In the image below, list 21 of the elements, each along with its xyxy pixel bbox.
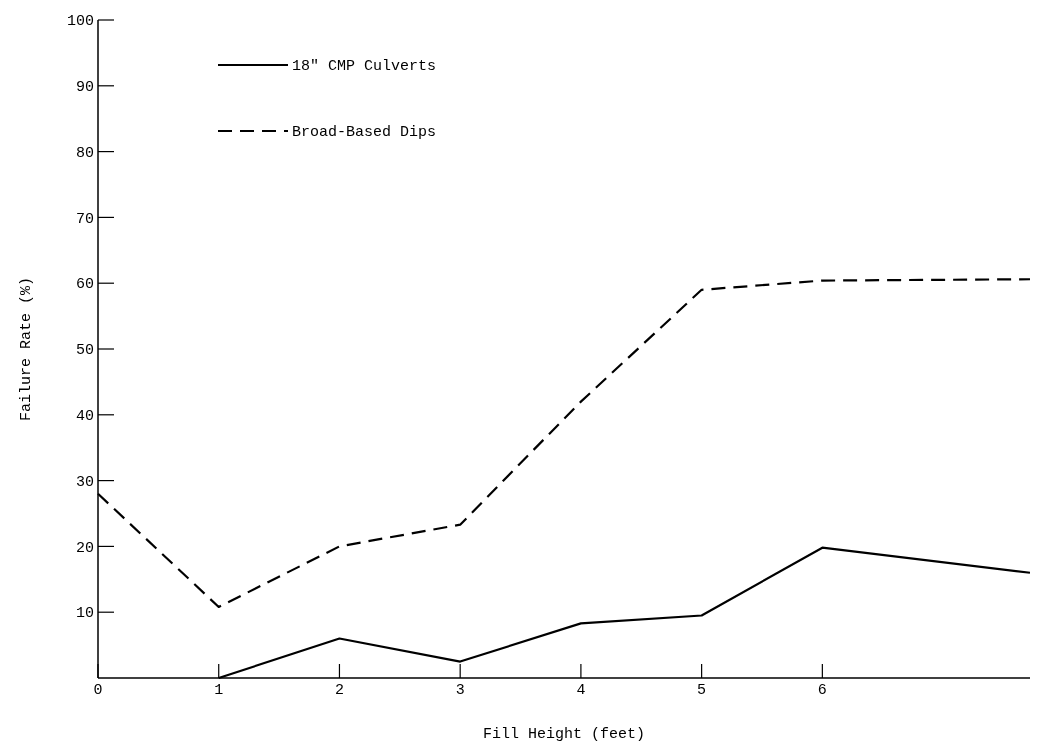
x-tick-label: 4 [576, 682, 586, 699]
x-tick-label: 1 [214, 682, 224, 699]
legend-label: 18" CMP Culverts [292, 58, 437, 76]
x-tick-label: 0 [93, 682, 103, 699]
y-tick-label: 100 [66, 13, 94, 31]
y-axis-title: Failure Rate (%) [18, 276, 35, 422]
y-tick-label: 20 [75, 539, 94, 557]
y-tick-label: 40 [75, 408, 94, 426]
y-tick-label: 10 [75, 605, 94, 623]
x-tick-label: 2 [334, 682, 344, 699]
y-tick-label: 30 [75, 473, 94, 491]
y-tick-label: 80 [75, 144, 94, 162]
x-tick-label: 5 [697, 682, 707, 699]
y-tick-label: 60 [75, 276, 94, 294]
x-axis-title: Fill Height (feet) [482, 726, 646, 743]
y-tick-label: 90 [75, 79, 94, 97]
x-tick-label: 6 [817, 682, 827, 699]
legend-label: Broad-Based Dips [292, 124, 437, 142]
y-tick-label: 70 [75, 210, 94, 228]
y-tick-label: 50 [75, 342, 94, 360]
x-tick-label: 3 [455, 682, 465, 699]
